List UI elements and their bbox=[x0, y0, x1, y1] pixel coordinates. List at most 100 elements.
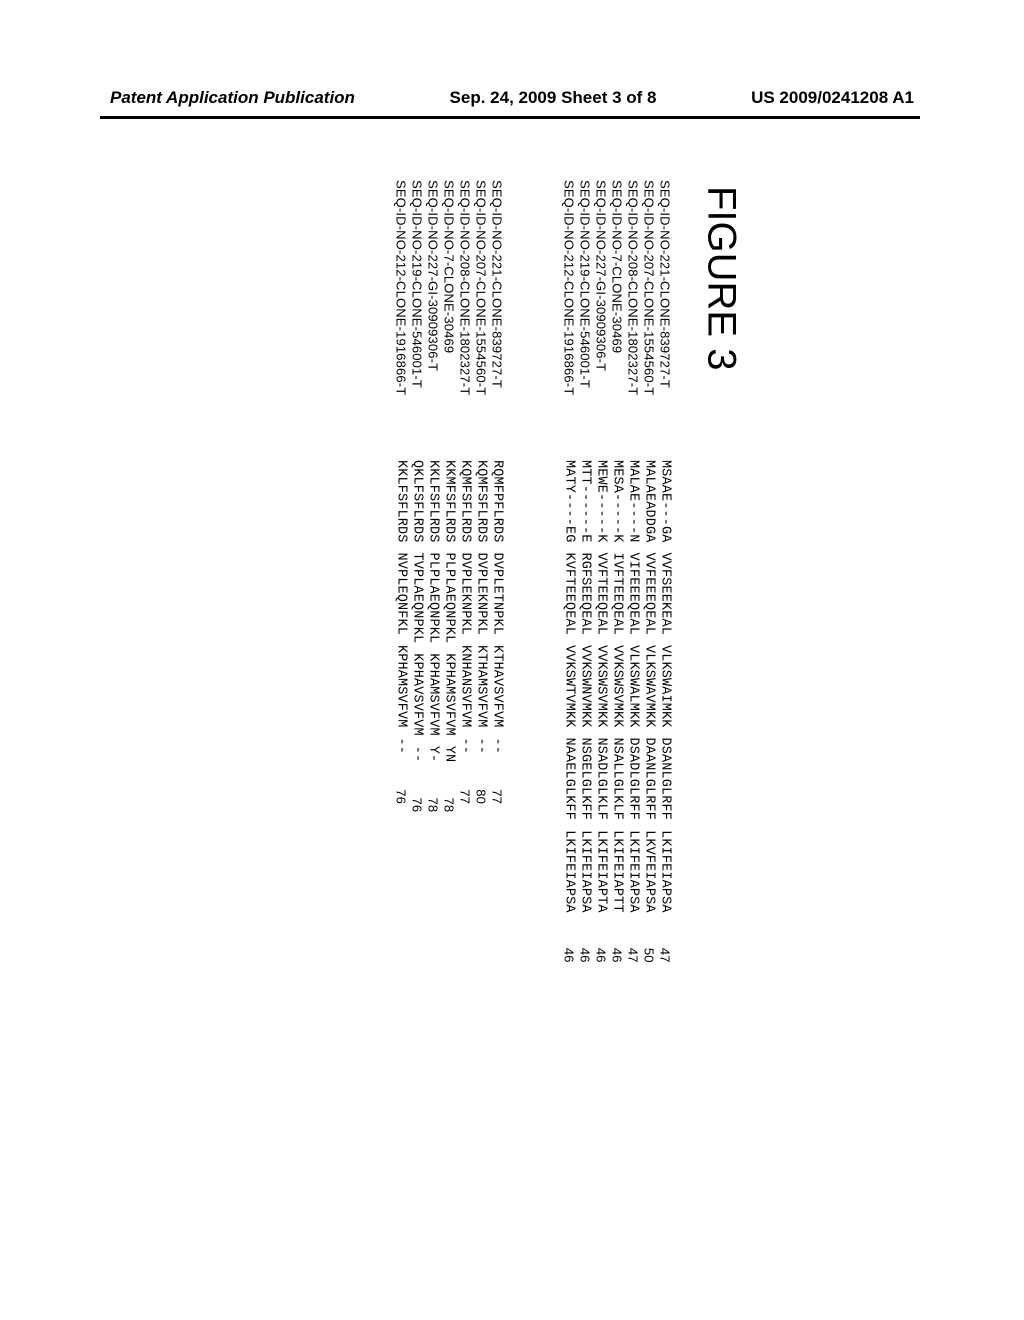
alignment-block-2: SEQ-ID-NO-221-CLONE-839727-T RQMFPFLRDS … bbox=[393, 180, 505, 1120]
seq-id: SEQ-ID-NO-219-CLONE-546001-T bbox=[409, 180, 425, 460]
seq-col: Y- bbox=[425, 746, 441, 763]
alignment-row: SEQ-ID-NO-212-CLONE-1916866-T KKLFSFLRDS… bbox=[393, 180, 409, 1120]
seq-col: VIFEEEQEAL bbox=[625, 553, 641, 636]
alignment-row: SEQ-ID-NO-221-CLONE-839727-T MSAAE---GA … bbox=[657, 180, 673, 1120]
seq-col: LKIFEIAPSA bbox=[577, 830, 593, 913]
seq-endpos: 76 bbox=[393, 774, 409, 804]
header-docnumber: US 2009/0241208 A1 bbox=[751, 88, 914, 108]
seq-col: MATY----EG bbox=[561, 460, 577, 543]
seq-col: MEWE-----K bbox=[593, 460, 609, 543]
seq-col: PLPLAEQNPKL bbox=[425, 553, 441, 644]
seq-col: KQMFSFLRDS bbox=[457, 460, 473, 543]
seq-col: KPHAMSVFVM bbox=[425, 653, 441, 736]
seq-id: SEQ-ID-NO-208-CLONE-1802327-T bbox=[457, 180, 473, 460]
header-date-sheet: Sep. 24, 2009 Sheet 3 of 8 bbox=[450, 88, 657, 108]
seq-col: RGFSEEQEAL bbox=[577, 553, 593, 636]
alignment-row: SEQ-ID-NO-219-CLONE-546001-T MTT------E … bbox=[577, 180, 593, 1120]
seq-endpos: 46 bbox=[609, 933, 625, 963]
seq-col: MTT------E bbox=[577, 460, 593, 543]
seq-id: SEQ-ID-NO-219-CLONE-546001-T bbox=[577, 180, 593, 460]
alignment-row: SEQ-ID-NO-208-CLONE-1802327-T MALAE----N… bbox=[625, 180, 641, 1120]
seq-col: VVFTEEQEAL bbox=[593, 553, 609, 636]
seq-col: LKIFEIAPTA bbox=[593, 830, 609, 913]
seq-endpos: 50 bbox=[641, 933, 657, 963]
seq-endpos: 77 bbox=[489, 774, 505, 804]
seq-endpos: 77 bbox=[457, 774, 473, 804]
seq-id: SEQ-ID-NO-227-GI-30909306-T bbox=[425, 180, 441, 460]
seq-col: IVFTEEQEAL bbox=[609, 553, 625, 636]
seq-col: DAANLGLRFF bbox=[641, 738, 657, 821]
seq-col: VVFSEEKEAL bbox=[657, 553, 673, 636]
seq-col: MALAEADDGA bbox=[641, 460, 657, 543]
seq-col: -- bbox=[409, 746, 425, 763]
seq-col: MSAAE---GA bbox=[657, 460, 673, 543]
seq-endpos: 76 bbox=[409, 782, 425, 812]
seq-col: LKIFEIAPSA bbox=[561, 830, 577, 913]
seq-col: KPHAVSVFVM bbox=[409, 653, 425, 736]
seq-id: SEQ-ID-NO-207-CLONE-1554560-T bbox=[641, 180, 657, 460]
alignment-row: SEQ-ID-NO-221-CLONE-839727-T RQMFPFLRDS … bbox=[489, 180, 505, 1120]
seq-col: NSGELGLKFF bbox=[577, 738, 593, 821]
seq-col: LKVFEIAPSA bbox=[641, 830, 657, 913]
seq-endpos: 46 bbox=[577, 933, 593, 963]
seq-col: VVKSWNVMKK bbox=[577, 645, 593, 728]
seq-id: SEQ-ID-NO-212-CLONE-1916866-T bbox=[561, 180, 577, 460]
alignment-row: SEQ-ID-NO-7-CLONE-30469 KKMFSFLRDS PLPLA… bbox=[441, 180, 457, 1120]
seq-col: DVPLEKNPKL bbox=[457, 553, 473, 636]
seq-id: SEQ-ID-NO-212-CLONE-1916866-T bbox=[393, 180, 409, 460]
seq-id: SEQ-ID-NO-7-CLONE-30469 bbox=[441, 180, 457, 460]
seq-col: DSANLGLRFF bbox=[657, 738, 673, 821]
alignment-row: SEQ-ID-NO-227-GI-30909306-T MEWE-----K V… bbox=[593, 180, 609, 1120]
seq-col: VVKSWSVMKK bbox=[609, 645, 625, 728]
seq-col: DVPLEKNPKL bbox=[473, 553, 489, 636]
seq-col: YN bbox=[441, 746, 457, 763]
seq-endpos: 46 bbox=[561, 933, 577, 963]
alignment-block-1: SEQ-ID-NO-221-CLONE-839727-T MSAAE---GA … bbox=[561, 180, 673, 1120]
seq-col: -- bbox=[393, 738, 409, 755]
seq-col: LKIFEIAPTT bbox=[609, 830, 625, 913]
seq-col: KPHAMSVFVM bbox=[441, 653, 457, 736]
alignment-row: SEQ-ID-NO-7-CLONE-30469 MESA-----K IVFTE… bbox=[609, 180, 625, 1120]
seq-id: SEQ-ID-NO-208-CLONE-1802327-T bbox=[625, 180, 641, 460]
header-publication: Patent Application Publication bbox=[110, 88, 355, 108]
alignment-row: SEQ-ID-NO-207-CLONE-1554560-T MALAEADDGA… bbox=[641, 180, 657, 1120]
seq-col: NAAELGLKFF bbox=[561, 738, 577, 821]
seq-col: MESA-----K bbox=[609, 460, 625, 543]
seq-col: PLPLAEQNPKL bbox=[441, 553, 457, 644]
seq-id: SEQ-ID-NO-207-CLONE-1554560-T bbox=[473, 180, 489, 460]
alignment-row: SEQ-ID-NO-227-GI-30909306-T KKLFSFLRDS P… bbox=[425, 180, 441, 1120]
seq-col: VVFEEEQEAL bbox=[641, 553, 657, 636]
seq-col: QKLFSFLRDS bbox=[409, 460, 425, 543]
seq-col: KNHANSVFVM bbox=[457, 645, 473, 728]
seq-id: SEQ-ID-NO-221-CLONE-839727-T bbox=[657, 180, 673, 460]
seq-col: LKIFEIAPSA bbox=[625, 830, 641, 913]
seq-col: VLKSWAVMKK bbox=[641, 645, 657, 728]
seq-col: VLKSWAIMKK bbox=[657, 645, 673, 728]
seq-col: KKMFSFLRDS bbox=[441, 460, 457, 543]
seq-endpos: 47 bbox=[625, 933, 641, 963]
seq-col: DVPLETNPKL bbox=[489, 553, 505, 636]
seq-col: -- bbox=[457, 738, 473, 755]
seq-col: KQMFSFLRDS bbox=[473, 460, 489, 543]
seq-col: DSADLGLRFF bbox=[625, 738, 641, 821]
alignment-row: SEQ-ID-NO-219-CLONE-546001-T QKLFSFLRDS … bbox=[409, 180, 425, 1120]
seq-col: KKLFSFLRDS bbox=[393, 460, 409, 543]
seq-col: MALAE----N bbox=[625, 460, 641, 543]
seq-col: VVKSWTVMKK bbox=[561, 645, 577, 728]
seq-endpos: 47 bbox=[657, 933, 673, 963]
seq-col: RQMFPFLRDS bbox=[489, 460, 505, 543]
page-header: Patent Application Publication Sep. 24, … bbox=[0, 88, 1024, 108]
seq-id: SEQ-ID-NO-7-CLONE-30469 bbox=[609, 180, 625, 460]
seq-col: VVKSWSVMKK bbox=[593, 645, 609, 728]
seq-endpos: 46 bbox=[593, 933, 609, 963]
seq-col: NSALLGLKLF bbox=[609, 738, 625, 821]
figure-content: FIGURE 3 SEQ-ID-NO-221-CLONE-839727-T MS… bbox=[90, 370, 990, 930]
header-divider bbox=[100, 116, 920, 119]
seq-col: NVPLEQNFKL bbox=[393, 553, 409, 636]
seq-col: -- bbox=[489, 738, 505, 755]
seq-col: -- bbox=[473, 738, 489, 755]
seq-col: KVFTEEQEAL bbox=[561, 553, 577, 636]
seq-col: KTHAMSVFVM bbox=[473, 645, 489, 728]
seq-endpos: 78 bbox=[441, 782, 457, 812]
seq-endpos: 80 bbox=[473, 774, 489, 804]
